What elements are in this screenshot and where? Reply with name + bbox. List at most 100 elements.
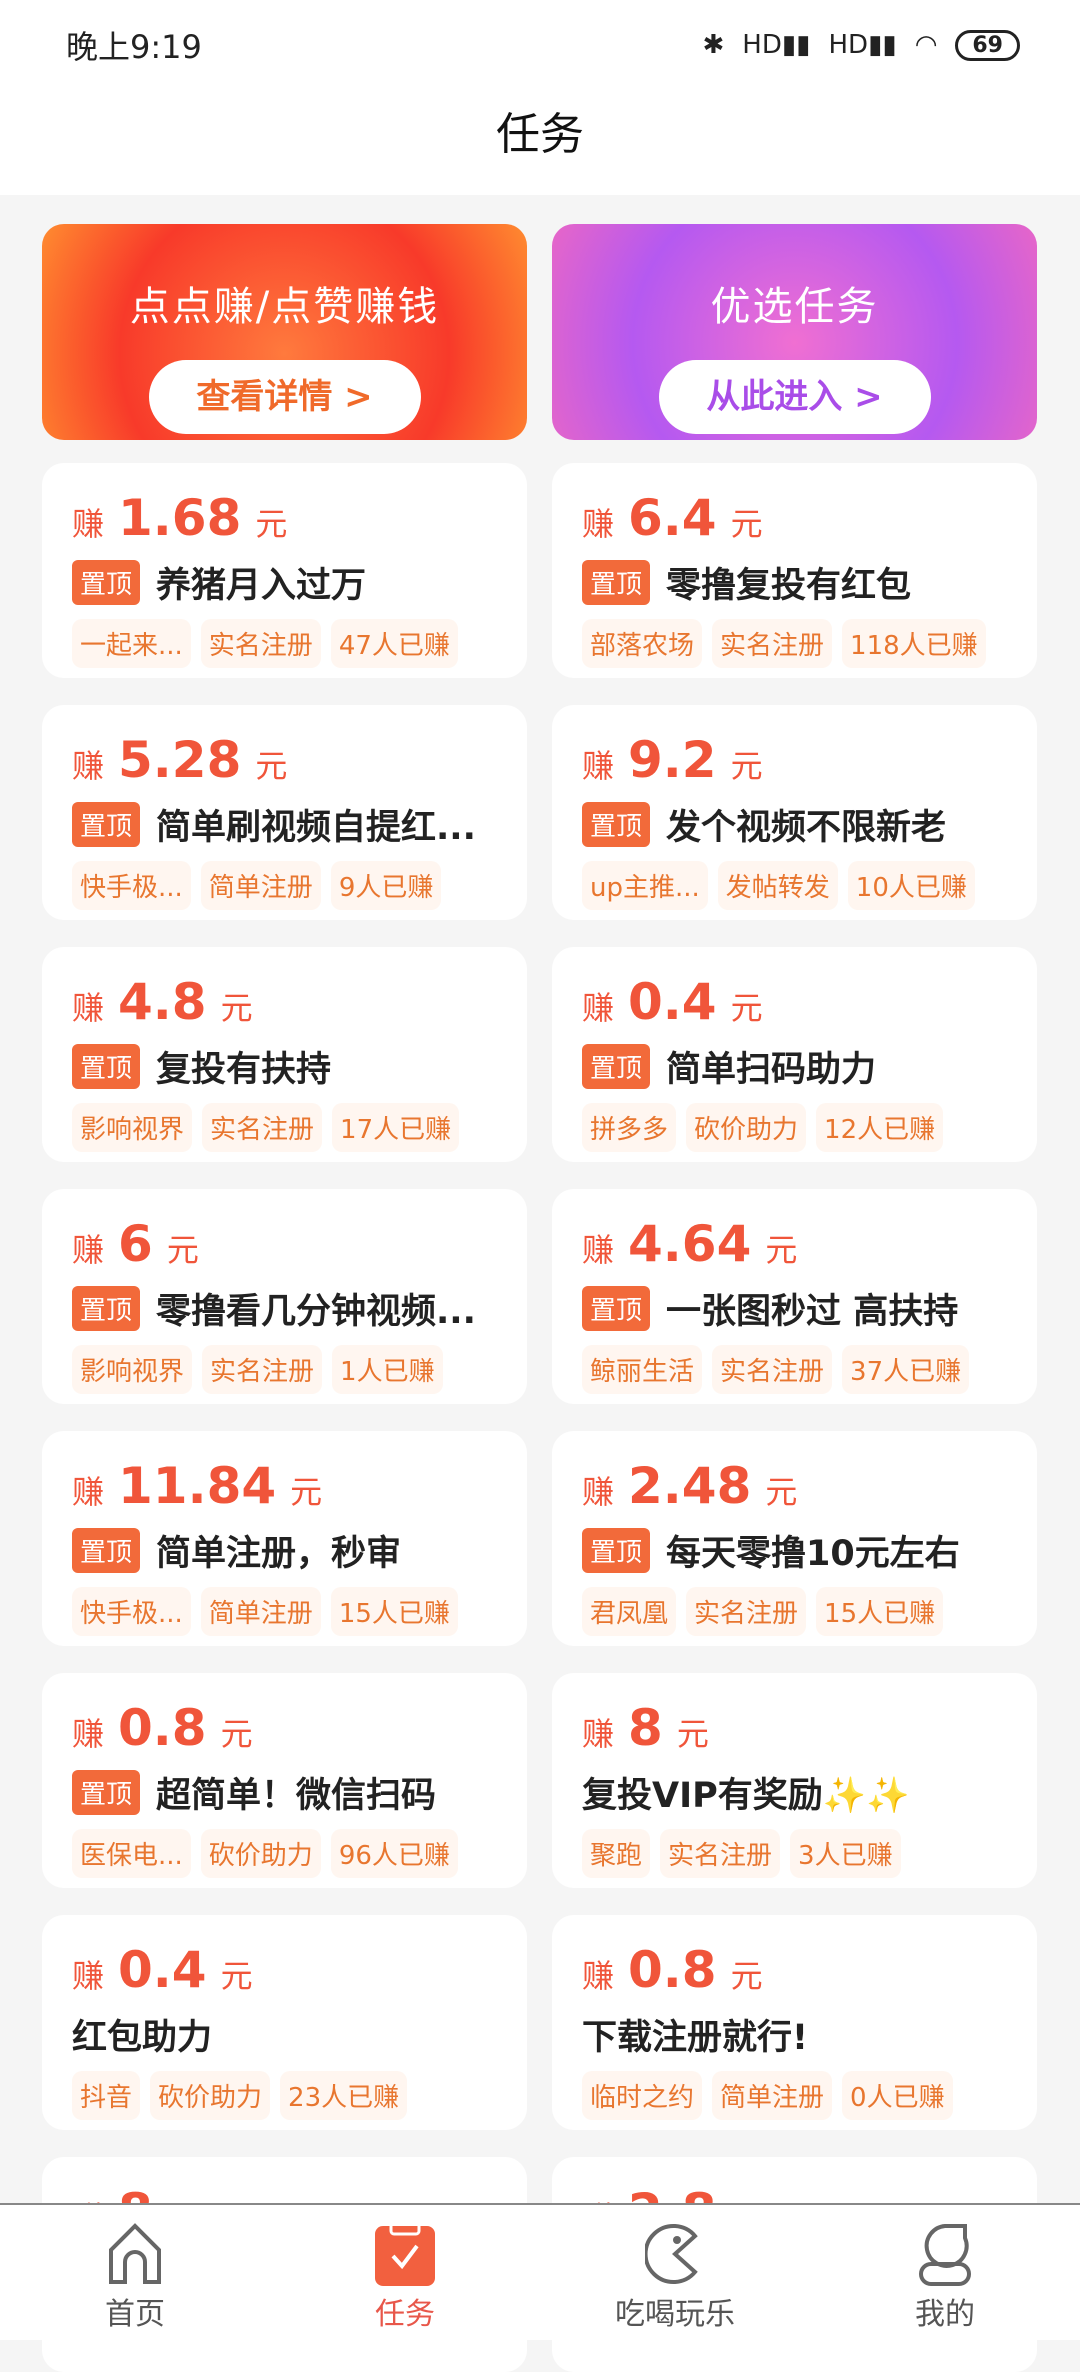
- nav-label: 我的: [915, 2297, 975, 2332]
- earn-label: 赚: [72, 1957, 105, 1995]
- task-card[interactable]: 赚 9.2 元置顶 发个视频不限新老 up主推... 发帖转发 10人已赚: [552, 705, 1037, 920]
- pinned-badge: 置顶: [72, 559, 141, 605]
- banner-title: 点点赚/点赞赚钱: [129, 284, 440, 330]
- unit-label: 元: [220, 989, 253, 1027]
- unit-label: 元: [220, 1957, 253, 1995]
- task-title: 简单扫码助力: [666, 1049, 877, 1090]
- task-tag: 9人已赚: [330, 861, 442, 910]
- task-tag: up主推...: [582, 861, 708, 910]
- unit-label: 元: [255, 747, 288, 785]
- signal-icon: HD▮▮: [742, 30, 811, 60]
- pinned-badge: 置顶: [582, 801, 651, 847]
- unit-label: 元: [676, 1715, 709, 1753]
- page-title: 任务: [0, 90, 1080, 195]
- nav-food-fun[interactable]: 吃喝玩乐: [540, 2205, 810, 2340]
- earn-label: 赚: [582, 1231, 615, 1269]
- task-tag: 3人已赚: [790, 1829, 901, 1878]
- earn-row: 赚 9.2 元: [582, 731, 1037, 789]
- task-tag: 拼多多: [582, 1103, 677, 1152]
- task-card[interactable]: 赚 0.8 元下载注册就行! 临时之约 简单注册 0人已赚: [552, 1915, 1037, 2130]
- task-card[interactable]: 赚 0.4 元置顶 简单扫码助力 拼多多 砍价助力 12人已赚: [552, 947, 1037, 1162]
- pinned-badge: 置顶: [582, 559, 651, 605]
- task-title: 红包助力: [72, 2017, 213, 2058]
- task-title: 简单注册，秒审: [156, 1533, 402, 1574]
- task-tag: 12人已赚: [816, 1103, 944, 1152]
- earn-row: 赚 4.8 元: [72, 973, 527, 1031]
- earn-label: 赚: [72, 747, 105, 785]
- task-tag: 实名注册: [686, 1587, 807, 1636]
- earn-label: 赚: [72, 1231, 105, 1269]
- task-title: 零撸复投有红包: [666, 565, 912, 606]
- nav-mine[interactable]: 我的: [810, 2205, 1080, 2340]
- reward-amount: 0.8: [628, 1941, 717, 1999]
- view-details-button[interactable]: 查看详情 >: [148, 360, 421, 434]
- enter-button[interactable]: 从此进入 >: [658, 360, 931, 434]
- unit-label: 元: [255, 505, 288, 543]
- task-tag: 1人已赚: [332, 1345, 443, 1394]
- task-tag: 实名注册: [202, 1103, 323, 1152]
- pinned-badge: 置顶: [582, 1527, 651, 1573]
- unit-label: 元: [765, 1231, 798, 1269]
- earn-label: 赚: [72, 989, 105, 1027]
- task-card[interactable]: 赚 1.68 元置顶 养猪月入过万 一起来... 实名注册 47人已赚: [42, 463, 527, 678]
- task-title: 养猪月入过万: [156, 565, 367, 606]
- home-icon: [0, 2219, 270, 2289]
- earn-row: 赚 11.84 元: [72, 1457, 527, 1515]
- task-tag: 0人已赚: [842, 2071, 953, 2120]
- task-title: 复投VIP有奖励✨✨: [582, 1775, 910, 1816]
- earn-label: 赚: [72, 1473, 105, 1511]
- nav-home[interactable]: 首页: [0, 2205, 270, 2340]
- task-tag: 影响视界: [72, 1345, 193, 1394]
- task-card[interactable]: 赚 0.4 元红包助力 抖音 砍价助力 23人已赚: [42, 1915, 527, 2130]
- earn-label: 赚: [582, 747, 615, 785]
- task-card[interactable]: 赚 2.48 元置顶 每天零撸10元左右 君凤凰 实名注册 15人已赚: [552, 1431, 1037, 1646]
- task-tag: 实名注册: [712, 1345, 833, 1394]
- reward-amount: 11.84: [118, 1457, 277, 1515]
- pinned-badge: 置顶: [72, 1043, 141, 1089]
- task-tag: 118人已赚: [842, 619, 986, 668]
- task-title: 零撸看几分钟视频...: [156, 1291, 476, 1332]
- task-card[interactable]: 赚 4.64 元置顶 一张图秒过 高扶持 鲸丽生活 实名注册 37人已赚: [552, 1189, 1037, 1404]
- signal-icon-2: HD▮▮: [828, 30, 897, 60]
- task-tag: 15人已赚: [816, 1587, 944, 1636]
- pinned-badge: 置顶: [72, 1285, 141, 1331]
- earn-label: 赚: [72, 505, 105, 543]
- task-tag: 实名注册: [712, 619, 833, 668]
- task-card[interactable]: 赚 5.28 元置顶 简单刷视频自提红... 快手极... 简单注册 9人已赚: [42, 705, 527, 920]
- task-tag: 实名注册: [200, 619, 321, 668]
- task-card[interactable]: 赚 11.84 元置顶 简单注册，秒审 快手极... 简单注册 15人已赚: [42, 1431, 527, 1646]
- banner-selected-tasks[interactable]: 优选任务 从此进入 >: [552, 224, 1037, 440]
- task-card[interactable]: 赚 8 元复投VIP有奖励✨✨ 聚跑 实名注册 3人已赚: [552, 1673, 1037, 1888]
- task-card[interactable]: 赚 4.8 元置顶 复投有扶持 影响视界 实名注册 17人已赚: [42, 947, 527, 1162]
- status-bar: 晚上9:19 ✱ HD▮▮ HD▮▮ ◠ 69: [0, 0, 1080, 90]
- earn-label: 赚: [72, 1715, 105, 1753]
- pinned-badge: 置顶: [582, 1043, 651, 1089]
- unit-label: 元: [166, 1231, 199, 1269]
- task-title: 下载注册就行!: [582, 2017, 808, 2058]
- task-tag: 鲸丽生活: [582, 1345, 703, 1394]
- task-title: 每天零撸10元左右: [666, 1533, 960, 1574]
- pinned-badge: 置顶: [72, 1769, 141, 1815]
- pinned-badge: 置顶: [72, 801, 141, 847]
- task-card[interactable]: 赚 0.8 元置顶 超简单！微信扫码 医保电... 砍价助力 96人已赚: [42, 1673, 527, 1888]
- unit-label: 元: [220, 1715, 253, 1753]
- task-tag: 快手极...: [72, 861, 191, 910]
- earn-row: 赚 0.4 元: [582, 973, 1037, 1031]
- task-tag: 简单注册: [200, 1587, 321, 1636]
- task-tag: 简单注册: [712, 2071, 833, 2120]
- task-card[interactable]: 赚 6 元置顶 零撸看几分钟视频... 影响视界 实名注册 1人已赚: [42, 1189, 527, 1404]
- task-tag: 快手极...: [72, 1587, 191, 1636]
- task-tag: 部落农场: [582, 619, 703, 668]
- earn-row: 赚 0.8 元: [582, 1941, 1037, 1999]
- task-tag: 实名注册: [202, 1345, 323, 1394]
- task-tag: 一起来...: [72, 619, 191, 668]
- task-card[interactable]: 赚 6.4 元置顶 零撸复投有红包 部落农场 实名注册 118人已赚: [552, 463, 1037, 678]
- user-icon: [810, 2219, 1080, 2289]
- earn-label: 赚: [582, 989, 615, 1027]
- earn-label: 赚: [582, 505, 615, 543]
- nav-tasks[interactable]: 任务: [270, 2205, 540, 2340]
- banner-like-earn[interactable]: 点点赚/点赞赚钱 查看详情 >: [42, 224, 527, 440]
- pacman-icon: [540, 2219, 810, 2289]
- earn-row: 赚 1.68 元: [72, 489, 527, 547]
- task-tag: 17人已赚: [332, 1103, 460, 1152]
